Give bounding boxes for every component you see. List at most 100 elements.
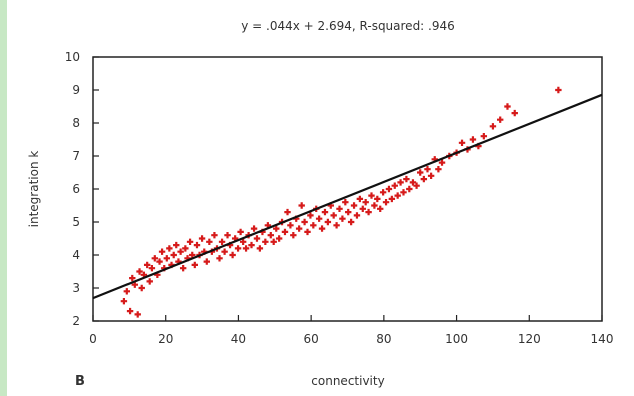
data-point [156, 258, 163, 265]
data-point [400, 189, 407, 196]
data-point [193, 241, 201, 249]
data-point [262, 238, 269, 245]
data-point [458, 139, 466, 146]
data-point [342, 199, 349, 206]
data-point [504, 103, 511, 110]
data-point [469, 136, 477, 143]
data-point [480, 133, 488, 140]
data-point [347, 218, 355, 226]
data-point [435, 166, 442, 173]
data-point [388, 195, 396, 203]
data-point [318, 225, 326, 232]
data-point [250, 225, 258, 232]
x-tick-label: 0 [89, 332, 97, 346]
data-point [382, 199, 390, 206]
x-tick-label: 120 [518, 332, 541, 346]
data-point [158, 248, 166, 255]
data-point [409, 179, 417, 186]
y-tick-label: 10 [65, 50, 80, 64]
data-point [138, 284, 145, 292]
data-point [237, 228, 244, 236]
data-point [166, 245, 173, 252]
y-tick-label: 4 [72, 248, 80, 262]
data-point [295, 225, 303, 232]
y-axis-label: integration k [27, 151, 41, 228]
y-axis: 2 3 4 5 6 7 8 9 10 [65, 50, 99, 328]
data-point [275, 235, 283, 242]
data-point [350, 202, 358, 209]
data-point [406, 185, 413, 193]
data-point [206, 238, 213, 245]
data-point [497, 116, 504, 123]
data-point [146, 278, 153, 285]
data-point [321, 208, 329, 216]
left-strip [0, 0, 7, 396]
data-point [391, 182, 398, 189]
data-point [365, 208, 372, 216]
data-point [368, 192, 375, 199]
data-point [290, 232, 297, 239]
data-point [123, 288, 131, 295]
data-point [143, 261, 151, 269]
chart-title: y = .044x + 2.694, R-squared: .946 [241, 19, 455, 33]
data-point [267, 232, 274, 239]
data-point [403, 175, 410, 183]
data-point [170, 251, 177, 259]
data-point [371, 202, 378, 209]
data-point [134, 311, 141, 318]
data-point [198, 235, 206, 242]
data-point [379, 189, 387, 196]
data-point [284, 208, 291, 216]
data-point [179, 265, 187, 272]
data-point [345, 208, 352, 216]
data-point [330, 212, 337, 219]
data-point [151, 255, 159, 262]
data-point [310, 222, 317, 229]
data-point [186, 238, 194, 245]
data-point [413, 182, 420, 189]
data-point [307, 212, 314, 219]
data-point [315, 215, 323, 222]
data-point [417, 169, 424, 176]
data-point [298, 202, 305, 209]
data-point [287, 222, 294, 229]
data-point [203, 258, 210, 265]
y-tick-label: 6 [72, 182, 80, 196]
data-point [221, 248, 228, 255]
data-point [511, 109, 518, 117]
data-point [356, 195, 364, 203]
x-tick-label: 140 [591, 332, 614, 346]
y-tick-label: 2 [72, 314, 80, 328]
data-point [273, 225, 280, 232]
data-point [324, 218, 332, 226]
data-point [211, 232, 218, 239]
data-point [248, 241, 255, 249]
data-point [239, 238, 247, 245]
data-point [377, 205, 384, 212]
x-tick-label: 40 [231, 332, 246, 346]
data-point [438, 159, 446, 166]
data-point [304, 228, 311, 236]
data-point [129, 274, 136, 282]
data-point [216, 255, 223, 262]
data-point [234, 245, 242, 252]
data-point [163, 255, 171, 262]
data-point [394, 192, 401, 199]
data-point [489, 123, 497, 130]
data-point [136, 268, 143, 275]
data-point [397, 179, 404, 186]
data-point [229, 251, 236, 259]
data-point [333, 222, 340, 229]
data-point [385, 185, 393, 193]
x-tick-label: 100 [445, 332, 468, 346]
y-tick-label: 5 [72, 215, 80, 229]
data-point [362, 199, 369, 206]
panel-label: B [75, 374, 85, 389]
data-point [420, 175, 428, 183]
data-point [427, 172, 435, 179]
x-tick-label: 20 [158, 332, 173, 346]
x-axis: 0 20 40 60 80 100 120 140 [89, 315, 613, 346]
y-tick-label: 7 [72, 149, 80, 163]
data-point [218, 238, 226, 245]
